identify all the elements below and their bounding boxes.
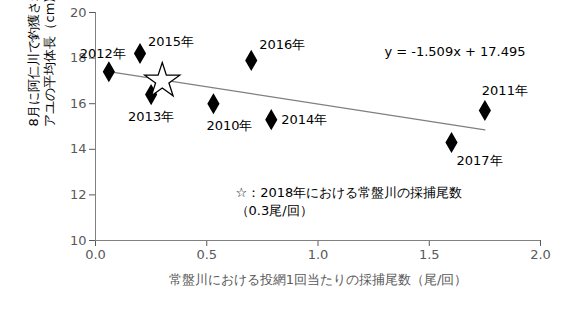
svg-text:1.0: 1.0 [308, 247, 329, 262]
svg-text:2013年: 2013年 [128, 109, 174, 124]
svg-text:常盤川における投網1回当たりの採捕尾数（尾/回）: 常盤川における投網1回当たりの採捕尾数（尾/回） [169, 272, 468, 287]
svg-text:2014年: 2014年 [281, 112, 327, 127]
svg-text:16: 16 [70, 96, 87, 111]
svg-text:2011年: 2011年 [482, 83, 528, 98]
svg-text:14: 14 [70, 141, 87, 156]
svg-text:0.0: 0.0 [85, 247, 106, 262]
svg-text:☆：2018年における常盤川の採捕尾数（0.3尾/回）: ☆：2018年における常盤川の採捕尾数（0.3尾/回） [236, 185, 463, 218]
svg-text:10: 10 [70, 233, 87, 248]
svg-text:y = -1.509x + 17.495: y = -1.509x + 17.495 [384, 44, 525, 59]
svg-text:2016年: 2016年 [259, 37, 305, 52]
svg-text:20: 20 [70, 5, 87, 20]
svg-text:2.0: 2.0 [530, 247, 551, 262]
svg-text:2015年: 2015年 [148, 34, 194, 49]
svg-text:2012年: 2012年 [80, 46, 126, 61]
svg-text:0.5: 0.5 [196, 247, 217, 262]
svg-text:12: 12 [70, 187, 87, 202]
svg-text:8月に阿仁川で釣獲されたアユの平均体長（cm): 8月に阿仁川で釣獲されたアユの平均体長（cm) [26, 0, 57, 127]
svg-text:2010年: 2010年 [206, 118, 252, 133]
svg-text:2017年: 2017年 [457, 153, 503, 168]
svg-text:18: 18 [70, 50, 87, 66]
svg-text:1.5: 1.5 [419, 247, 440, 262]
